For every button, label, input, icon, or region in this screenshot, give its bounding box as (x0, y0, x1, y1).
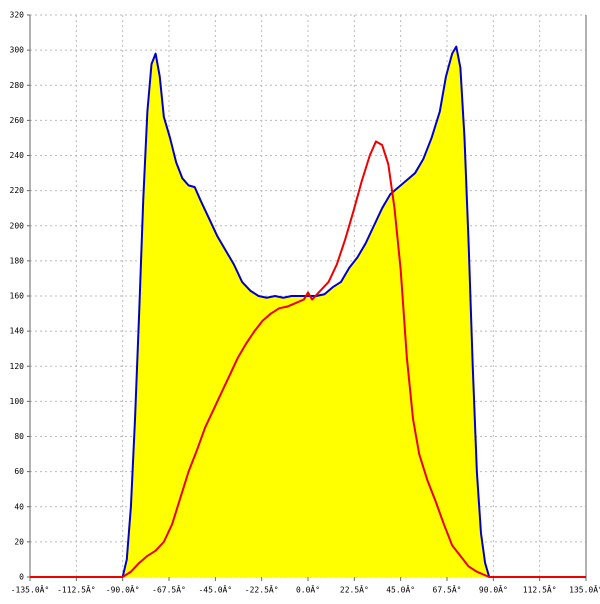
y-tick-label: 140 (10, 327, 25, 336)
line (121, 45, 494, 578)
x-tick-label: 0.0Â° (296, 584, 320, 595)
y-tick-label: 0 (19, 573, 24, 582)
x-tick-label: -22.5Â° (245, 584, 279, 595)
y-tick-label: 280 (10, 81, 25, 90)
y-tick-label: 200 (10, 221, 25, 230)
x-tick-label: 90.0Â° (479, 584, 508, 595)
y-tick-label: 100 (10, 397, 25, 406)
y-tick-label: 320 (10, 11, 25, 20)
area (122, 46, 494, 578)
x-tick-label: -90.0Â° (106, 584, 140, 595)
x-tick-label: -67.5Â° (152, 584, 186, 595)
x-tick-label: -135.0Â° (11, 584, 50, 595)
x-tick-label: 112.5Â° (523, 584, 557, 595)
y-tick-label: 60 (14, 467, 24, 476)
y-tick-label: 40 (14, 502, 24, 511)
x-tick-label: 67.5Â° (433, 584, 462, 595)
x-tick-label: 45.0Â° (386, 584, 415, 595)
x-tick-label: -112.5Â° (57, 584, 96, 595)
y-tick-label: 160 (10, 292, 25, 301)
line (30, 140, 586, 578)
y-tick-label: 240 (10, 151, 25, 160)
y-tick-label: 220 (10, 186, 25, 195)
y-tick-label: 20 (14, 537, 24, 546)
x-tick-label: 22.5Â° (340, 584, 369, 595)
y-tick-label: 260 (10, 116, 25, 125)
y-tick-label: 120 (10, 362, 25, 371)
x-tick-label: -45.0Â° (198, 584, 232, 595)
y-tick-label: 180 (10, 256, 25, 265)
y-tick-label: 300 (10, 46, 25, 55)
x-tick-label: 135.0Â° (569, 584, 600, 595)
y-tick-label: 80 (14, 432, 24, 441)
